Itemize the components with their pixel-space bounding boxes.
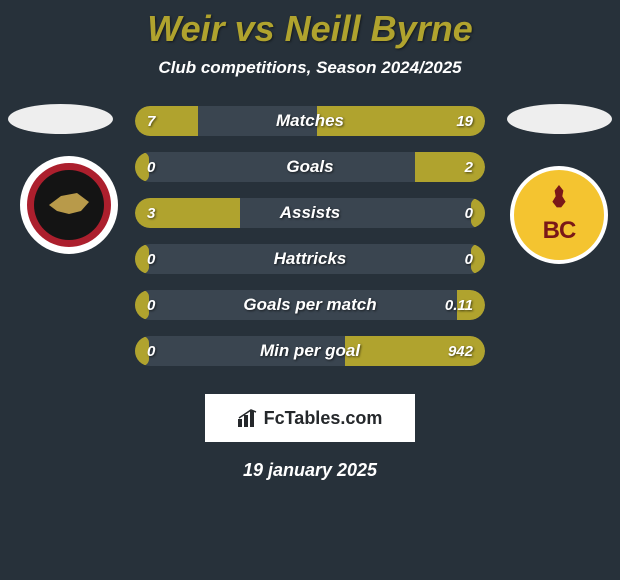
stat-right-value: 0 <box>465 198 473 228</box>
page-subtitle: Club competitions, Season 2024/2025 <box>0 58 620 78</box>
right-club-badge-inner: BC <box>543 185 576 245</box>
stat-left-value: 7 <box>147 106 155 136</box>
stat-right-value: 2 <box>465 152 473 182</box>
rooster-icon <box>548 185 570 213</box>
stat-left-value: 0 <box>147 152 155 182</box>
stat-row: Goals0 2 <box>135 152 485 182</box>
swift-bird-icon <box>49 190 89 220</box>
stat-label: Goals per match <box>135 290 485 320</box>
footer-date: 19 january 2025 <box>0 460 620 481</box>
chart-icon <box>238 409 258 427</box>
stat-label: Assists <box>135 198 485 228</box>
right-club-initials: BC <box>543 217 576 245</box>
stat-label: Goals <box>135 152 485 182</box>
stat-right-value: 0.11 <box>445 290 473 320</box>
comparison-chart: BC Matches719Goals02Assists30Hattricks00… <box>0 106 620 386</box>
stat-row: Min per goal0 942 <box>135 336 485 366</box>
page-title: Weir vs Neill Byrne <box>0 0 620 50</box>
stat-row: Matches7 19 <box>135 106 485 136</box>
brand-box: FcTables.com <box>205 394 415 442</box>
stat-label: Min per goal <box>135 336 485 366</box>
stat-bars: Matches719Goals02Assists30Hattricks00Goa… <box>135 106 485 382</box>
right-player-oval <box>507 104 612 134</box>
stat-right-value: 942 <box>448 336 473 366</box>
stat-label: Hattricks <box>135 244 485 274</box>
stat-left-value: 0 <box>147 336 155 366</box>
left-club-badge-inner <box>34 170 104 240</box>
stat-label: Matches <box>135 106 485 136</box>
left-player-oval <box>8 104 113 134</box>
stat-row: Goals per match0 0.11 <box>135 290 485 320</box>
stat-row: Assists3 0 <box>135 198 485 228</box>
stat-right-value: 19 <box>456 106 473 136</box>
stat-row: Hattricks0 0 <box>135 244 485 274</box>
brand-text: FcTables.com <box>264 408 383 429</box>
stat-left-value: 3 <box>147 198 155 228</box>
right-club-badge: BC <box>510 166 608 264</box>
stat-right-value: 0 <box>465 244 473 274</box>
stat-left-value: 0 <box>147 244 155 274</box>
stat-left-value: 0 <box>147 290 155 320</box>
left-club-badge <box>20 156 118 254</box>
